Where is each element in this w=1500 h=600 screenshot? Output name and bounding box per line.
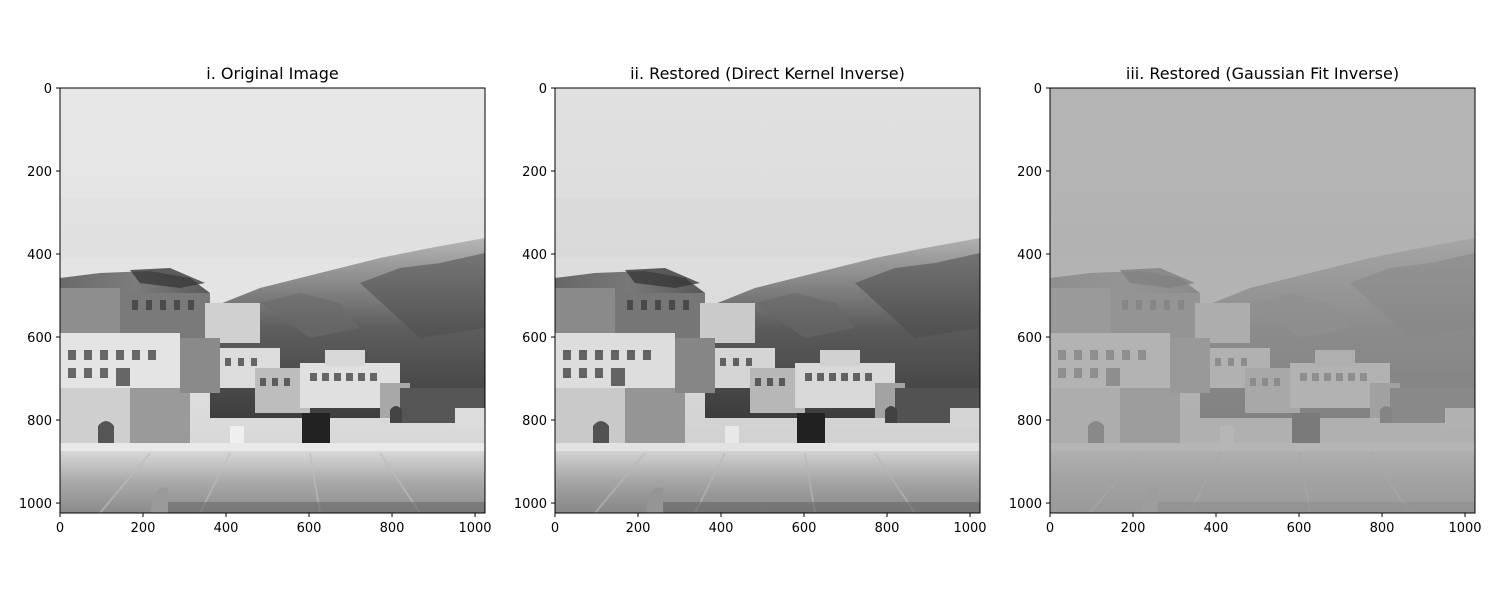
x-tick-label: 0 (1046, 521, 1054, 536)
x-tick-label: 1000 (458, 521, 491, 536)
y-tick-label: 1000 (514, 497, 547, 512)
x-tick-label: 400 (1204, 521, 1229, 536)
x-tick-label: 1000 (953, 521, 986, 536)
x-tick-label: 600 (792, 521, 817, 536)
y-tick-label: 800 (1017, 414, 1042, 429)
x-tick-label: 800 (1370, 521, 1395, 536)
y-tick-label: 400 (522, 248, 547, 263)
y-tick-label: 600 (1017, 331, 1042, 346)
panel-image (554, 87, 981, 514)
x-tick-label: 600 (1287, 521, 1312, 536)
axes-frame (1049, 87, 1476, 514)
y-tick-label: 400 (27, 248, 52, 263)
x-tick-label: 200 (1121, 521, 1146, 536)
y-tick-label: 1000 (1009, 497, 1042, 512)
x-tick-label: 200 (626, 521, 651, 536)
y-tick-label: 800 (522, 414, 547, 429)
panel-image (59, 87, 486, 514)
panel-2: ii. Restored (Direct Kernel Inverse) 0 0 20… (514, 64, 987, 536)
y-tick-label: 600 (27, 331, 52, 346)
y-tick-label: 0 (44, 82, 52, 97)
y-tick-label: 1000 (19, 497, 52, 512)
y-tick-label: 200 (522, 165, 547, 180)
x-tick-label: 400 (709, 521, 734, 536)
panel-title: ii. Restored (Direct Kernel Inverse) (630, 64, 905, 83)
x-tick-label: 800 (875, 521, 900, 536)
panel-1: i. Original Image 0 0 200 200 400 400 600 600 800… (19, 64, 492, 536)
y-tick-label: 200 (1017, 165, 1042, 180)
y-tick-label: 600 (522, 331, 547, 346)
y-tick-label: 0 (539, 82, 547, 97)
y-tick-label: 400 (1017, 248, 1042, 263)
x-tick-label: 0 (56, 521, 64, 536)
contrast-overlay (1050, 88, 1475, 513)
x-tick-label: 600 (297, 521, 322, 536)
axes-frame (554, 87, 981, 514)
panel-3: iii. Restored (Gaussian Fit Inverse) 0 0 20… (1009, 64, 1482, 536)
panel-title: i. Original Image (206, 64, 338, 83)
x-tick-label: 400 (214, 521, 239, 536)
panel-title: iii. Restored (Gaussian Fit Inverse) (1126, 64, 1399, 83)
x-tick-label: 0 (551, 521, 559, 536)
x-tick-label: 800 (380, 521, 405, 536)
y-tick-label: 200 (27, 165, 52, 180)
y-tick-label: 0 (1034, 82, 1042, 97)
x-tick-label: 200 (131, 521, 156, 536)
axes-frame (59, 87, 486, 514)
y-tick-label: 800 (27, 414, 52, 429)
x-tick-label: 1000 (1448, 521, 1481, 536)
